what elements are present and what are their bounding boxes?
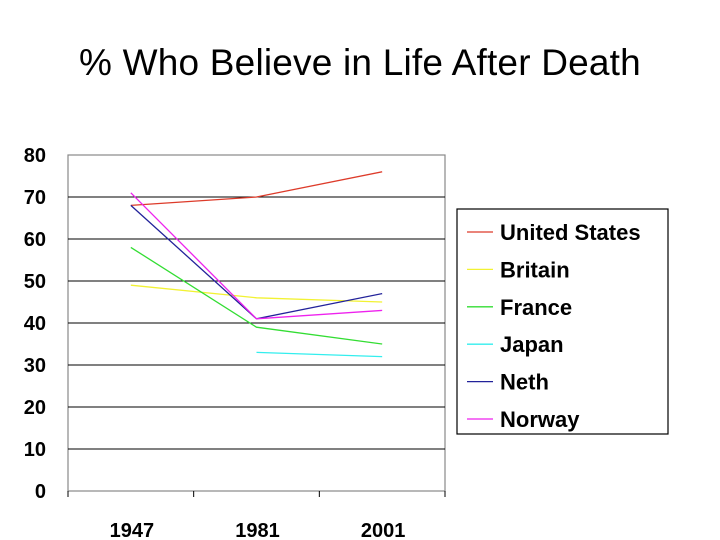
- series-line-norway: [130, 192, 383, 320]
- legend-label: Britain: [500, 257, 570, 282]
- series-line-britain: [130, 284, 383, 303]
- legend-label: United States: [500, 220, 641, 245]
- y-tick-label: 50: [24, 271, 46, 293]
- legend-label: Norway: [500, 407, 580, 432]
- y-tick-label: 0: [35, 481, 46, 503]
- y-tick-label: 70: [24, 187, 46, 209]
- y-tick-label: 20: [24, 397, 46, 419]
- legend: United States Britain France Japan Neth Norwa…: [456, 208, 669, 435]
- series-line-united-states: [130, 171, 383, 207]
- y-tick-label: 10: [24, 439, 46, 461]
- x-tick-label: 2001: [361, 520, 406, 540]
- x-tick-label: 1981: [235, 520, 280, 540]
- chart-title: % Who Believe in Life After Death: [79, 42, 641, 83]
- y-axis-tick-labels: 0 10 20 30 40 50 60 70 80: [24, 145, 46, 503]
- series-line-japan: [256, 351, 383, 358]
- x-axis: 1947 1981 2001: [67, 491, 446, 540]
- legend-label: Neth: [500, 370, 549, 395]
- legend-label: France: [500, 295, 572, 320]
- series-lines: [130, 171, 383, 358]
- x-tick-label: 1947: [110, 520, 155, 540]
- y-tick-label: 60: [24, 229, 46, 251]
- series-line-france: [130, 246, 383, 345]
- y-tick-label: 30: [24, 355, 46, 377]
- y-tick-label: 80: [24, 145, 46, 167]
- y-tick-label: 40: [24, 313, 46, 335]
- legend-box: [456, 208, 669, 435]
- legend-label: Japan: [500, 332, 564, 357]
